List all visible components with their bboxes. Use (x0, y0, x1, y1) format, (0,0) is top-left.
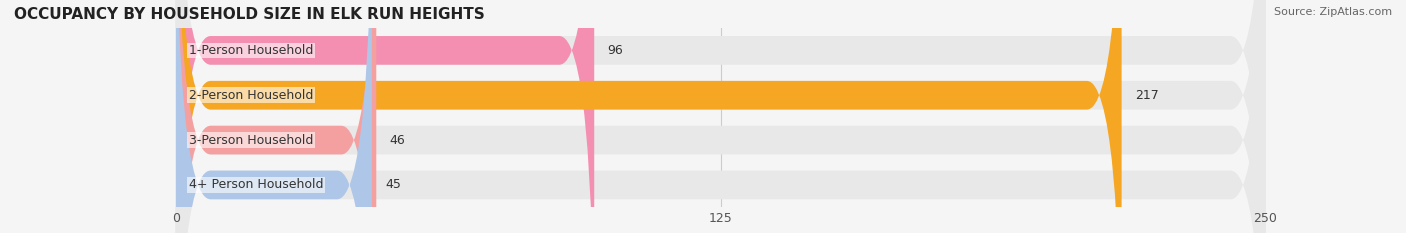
Text: OCCUPANCY BY HOUSEHOLD SIZE IN ELK RUN HEIGHTS: OCCUPANCY BY HOUSEHOLD SIZE IN ELK RUN H… (14, 7, 485, 22)
Text: Source: ZipAtlas.com: Source: ZipAtlas.com (1274, 7, 1392, 17)
FancyBboxPatch shape (176, 0, 595, 233)
FancyBboxPatch shape (176, 0, 1265, 233)
Text: 96: 96 (607, 44, 623, 57)
FancyBboxPatch shape (176, 0, 1265, 233)
FancyBboxPatch shape (176, 0, 1122, 233)
Text: 2-Person Household: 2-Person Household (188, 89, 314, 102)
FancyBboxPatch shape (176, 0, 1265, 233)
FancyBboxPatch shape (176, 0, 377, 233)
Text: 217: 217 (1135, 89, 1159, 102)
Text: 1-Person Household: 1-Person Household (188, 44, 314, 57)
FancyBboxPatch shape (176, 0, 373, 233)
Text: 45: 45 (385, 178, 401, 192)
FancyBboxPatch shape (176, 0, 1265, 233)
Text: 4+ Person Household: 4+ Person Household (188, 178, 323, 192)
Text: 3-Person Household: 3-Person Household (188, 134, 314, 147)
Text: 46: 46 (389, 134, 405, 147)
